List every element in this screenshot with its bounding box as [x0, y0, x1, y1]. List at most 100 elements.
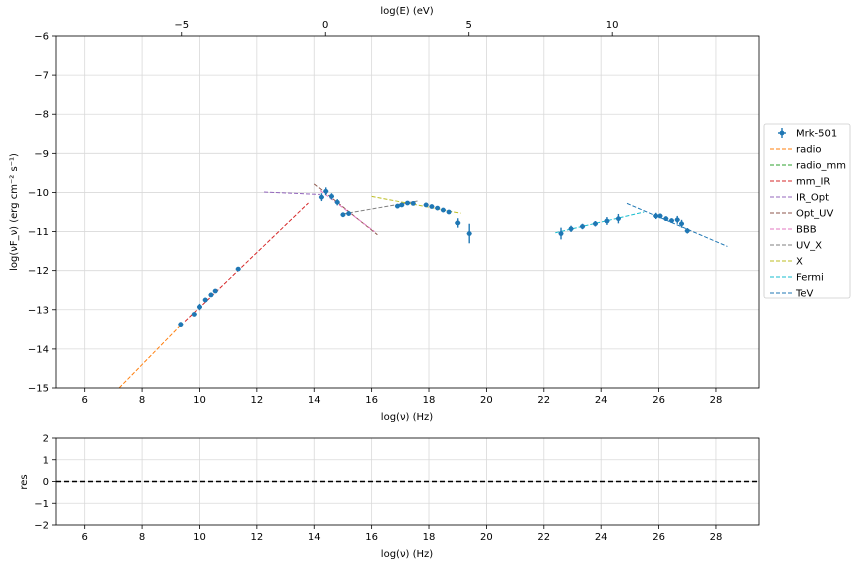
legend-box: [763, 123, 851, 299]
data-point: [668, 218, 674, 224]
x-tick-label: 22: [537, 532, 550, 543]
residual-y-axis-label: res: [19, 474, 30, 489]
point-marker: [568, 226, 574, 232]
y-tick-label: −11: [28, 227, 49, 238]
point-marker: [346, 211, 352, 216]
data-point: [405, 200, 410, 206]
top-axis-label: log(E) (eV): [380, 6, 433, 17]
x-tick-label: 20: [480, 395, 493, 406]
main-plot-frame: [55, 35, 760, 389]
point-marker: [593, 221, 598, 227]
x-tick-label: 18: [423, 395, 436, 406]
data-point: [323, 187, 329, 196]
y-tick-label: −7: [34, 71, 49, 82]
data-point: [466, 223, 472, 244]
x-tick-label: 28: [710, 532, 723, 543]
data-points: [178, 187, 690, 328]
y-tick-label: −8: [34, 110, 49, 121]
point-marker: [679, 221, 684, 227]
legend-label: X: [796, 257, 803, 268]
main-x-axis-label: log(ν) (Hz): [381, 412, 433, 423]
legend-label: BBB: [796, 225, 817, 236]
point-marker: [657, 213, 663, 219]
y-tick-label: −6: [34, 32, 49, 43]
y-tick-label: 2: [43, 434, 49, 445]
legend-label: Fermi: [796, 273, 824, 284]
x-tick-label: 16: [365, 395, 378, 406]
legend-entry-mrk-501: Mrk-501: [778, 128, 837, 140]
data-point: [410, 200, 416, 206]
point-marker: [653, 213, 659, 219]
point-marker: [410, 200, 416, 206]
legend-entry-uv-x: UV_X: [770, 241, 822, 252]
point-marker: [319, 194, 324, 200]
data-point: [212, 288, 218, 294]
data-point: [657, 213, 663, 219]
data-point: [178, 322, 184, 328]
point-marker: [423, 202, 429, 208]
y-tick-label: −1: [34, 499, 49, 510]
x-tick-label: 26: [652, 395, 665, 406]
legend-label: radio_mm: [796, 161, 846, 172]
point-marker: [212, 288, 218, 294]
data-point: [196, 303, 202, 311]
data-point: [615, 213, 621, 224]
top-tick-label: 10: [606, 20, 619, 31]
main-y-axis-label: log(νF_ν) (erg cm⁻² s⁻¹): [9, 153, 20, 271]
point-marker: [323, 188, 329, 194]
point-marker: [558, 231, 564, 236]
data-point: [399, 202, 405, 208]
data-point: [394, 203, 400, 209]
point-marker: [455, 220, 461, 226]
series-line-bbb: [319, 190, 375, 232]
y-tick-label: −10: [28, 188, 49, 199]
point-marker: [197, 304, 202, 310]
legend-label: Opt_UV: [796, 209, 833, 220]
legend-entry-x: X: [770, 257, 803, 268]
x-tick-label: 16: [365, 532, 378, 543]
x-tick-label: 12: [250, 395, 263, 406]
legend-label: radio: [796, 145, 821, 156]
point-marker: [440, 207, 446, 213]
point-marker: [191, 312, 197, 317]
x-tick-label: 20: [480, 532, 493, 543]
point-marker: [604, 218, 610, 224]
top-tick-label: 5: [466, 20, 472, 31]
x-tick-label: 22: [537, 395, 550, 406]
point-marker: [466, 231, 472, 236]
residual-x-axis-label: log(ν) (Hz): [381, 549, 433, 560]
data-point: [679, 219, 685, 228]
data-point: [318, 193, 324, 202]
point-marker: [435, 205, 441, 211]
data-point: [423, 202, 429, 208]
y-tick-label: −12: [28, 266, 49, 277]
legend-label: TeV: [795, 289, 814, 300]
legend-label: mm_IR: [796, 177, 830, 188]
y-tick-label: 0: [43, 477, 49, 488]
data-point: [663, 216, 669, 222]
legend-entry-bbb: BBB: [770, 225, 817, 236]
legend-entry-opt-uv: Opt_UV: [770, 209, 833, 220]
main-x-ticks: 6 8 10 12 14 16 18 20 22 24 26 28: [82, 388, 722, 406]
residual-y-ticks: −2 −1 0 1 2: [34, 434, 56, 532]
main-plot-background: [56, 36, 759, 388]
legend-entry-mm-ir: mm_IR: [770, 177, 830, 188]
point-marker: [334, 199, 340, 205]
top-tick-label: 0: [322, 20, 328, 31]
top-tick-label: −5: [174, 20, 189, 31]
legend-entry-radio-mm: radio_mm: [770, 161, 846, 172]
point-marker: [405, 200, 410, 206]
point-marker: [202, 297, 208, 303]
data-point: [653, 212, 659, 220]
legend-label: IR_Opt: [796, 193, 829, 204]
y-tick-label: −15: [28, 384, 49, 395]
data-point: [346, 211, 352, 216]
x-tick-label: 18: [423, 532, 436, 543]
point-marker: [235, 266, 241, 272]
point-marker: [399, 202, 405, 208]
data-point: [455, 218, 461, 228]
data-point: [208, 292, 214, 298]
x-tick-label: 24: [595, 532, 608, 543]
data-point: [674, 215, 680, 224]
